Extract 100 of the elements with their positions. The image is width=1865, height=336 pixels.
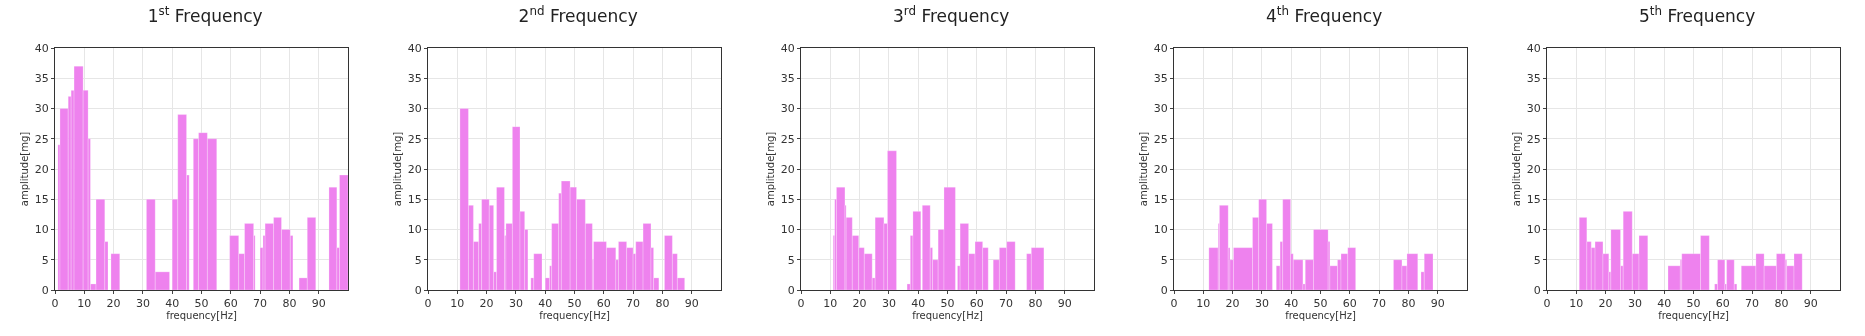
- y-tick-label: 35: [780, 72, 795, 86]
- x-tick-label: 90: [1430, 297, 1445, 311]
- y-tick-label: 15: [407, 193, 422, 207]
- x-tick-label: 30: [508, 297, 523, 311]
- x-axis-title: frequency[Hz]: [1285, 310, 1356, 322]
- x-axis-title: frequency[Hz]: [1658, 310, 1729, 322]
- y-tick-label: 10: [34, 223, 49, 237]
- x-tick-label: 0: [1170, 297, 1178, 311]
- x-tick-label: 0: [1543, 297, 1551, 311]
- x-tick-label: 70: [626, 297, 641, 311]
- chart-title: 5$^{th}$ Frequency: [1639, 3, 1756, 26]
- y-tick-label: 30: [780, 102, 795, 116]
- x-tick-label: 10: [77, 297, 92, 311]
- x-tick-label: 50: [1313, 297, 1328, 311]
- x-tick-label: 70: [1745, 297, 1760, 311]
- x-tick-label: 40: [165, 297, 180, 311]
- y-tick-label: 0: [41, 283, 49, 297]
- y-tick-label: 5: [414, 253, 422, 267]
- y-tick-label: 15: [1153, 193, 1168, 207]
- y-axis-title: amplitude[mg]: [764, 131, 776, 207]
- y-axis-title: amplitude[mg]: [391, 131, 403, 207]
- x-tick-label: 20: [106, 297, 121, 311]
- x-tick-label: 30: [1627, 297, 1642, 311]
- x-tick-label: 60: [596, 297, 611, 311]
- y-tick-label: 0: [1533, 283, 1541, 297]
- x-tick-label: 10: [1569, 297, 1584, 311]
- x-tick-label: 90: [1803, 297, 1818, 311]
- y-tick-label: 5: [41, 253, 49, 267]
- y-axis-title: amplitude[mg]: [18, 131, 30, 207]
- x-tick-label: 0: [797, 297, 805, 311]
- y-tick-label: 40: [780, 41, 795, 55]
- x-tick-label: 90: [1057, 297, 1072, 311]
- y-tick-label: 40: [407, 41, 422, 55]
- y-tick-label: 20: [780, 162, 795, 176]
- x-tick-label: 50: [194, 297, 209, 311]
- x-tick-label: 50: [1686, 297, 1701, 311]
- y-tick-label: 15: [1526, 193, 1541, 207]
- y-tick-label: 30: [1526, 102, 1541, 116]
- x-tick-label: 0: [424, 297, 432, 311]
- y-tick-label: 5: [787, 253, 795, 267]
- x-tick-label: 20: [852, 297, 867, 311]
- y-tick-label: 5: [1533, 253, 1541, 267]
- y-tick-label: 20: [34, 162, 49, 176]
- chart-title: 2$^{nd}$ Frequency: [518, 3, 638, 26]
- y-tick-label: 25: [1526, 132, 1541, 146]
- x-tick-label: 30: [135, 297, 150, 311]
- y-tick-label: 30: [34, 102, 49, 116]
- x-tick-label: 60: [1342, 297, 1357, 311]
- x-tick-label: 20: [1598, 297, 1613, 311]
- y-tick-label: 40: [1526, 41, 1541, 55]
- x-tick-label: 10: [450, 297, 465, 311]
- x-tick-label: 60: [223, 297, 238, 311]
- y-tick-label: 0: [787, 283, 795, 297]
- y-tick-label: 25: [1153, 132, 1168, 146]
- y-tick-label: 10: [1153, 223, 1168, 237]
- x-tick-label: 10: [1196, 297, 1211, 311]
- y-tick-label: 30: [1153, 102, 1168, 116]
- x-tick-label: 50: [940, 297, 955, 311]
- y-tick-label: 25: [407, 132, 422, 146]
- x-axis-title: frequency[Hz]: [912, 310, 983, 322]
- y-tick-label: 5: [1160, 253, 1168, 267]
- y-tick-label: 10: [1526, 223, 1541, 237]
- x-tick-label: 80: [1774, 297, 1789, 311]
- x-tick-label: 70: [999, 297, 1014, 311]
- y-tick-label: 10: [780, 223, 795, 237]
- x-axis-title: frequency[Hz]: [166, 310, 237, 322]
- x-tick-label: 50: [567, 297, 582, 311]
- x-tick-label: 70: [253, 297, 268, 311]
- x-tick-label: 40: [1657, 297, 1672, 311]
- y-tick-label: 25: [780, 132, 795, 146]
- x-axis-title: frequency[Hz]: [539, 310, 610, 322]
- y-tick-label: 25: [34, 132, 49, 146]
- y-tick-label: 35: [1153, 72, 1168, 86]
- x-tick-label: 70: [1372, 297, 1387, 311]
- y-axis-title: amplitude[mg]: [1137, 131, 1149, 207]
- x-tick-label: 60: [1715, 297, 1730, 311]
- x-tick-label: 40: [538, 297, 553, 311]
- x-tick-label: 90: [684, 297, 699, 311]
- x-tick-label: 90: [311, 297, 326, 311]
- y-tick-label: 0: [414, 283, 422, 297]
- chart-title: 3$^{rd}$ Frequency: [893, 3, 1010, 26]
- x-tick-label: 80: [1028, 297, 1043, 311]
- x-tick-label: 30: [1254, 297, 1269, 311]
- x-tick-label: 40: [1284, 297, 1299, 311]
- x-tick-label: 0: [51, 297, 59, 311]
- x-tick-label: 80: [1401, 297, 1416, 311]
- y-axis-title: amplitude[mg]: [1510, 131, 1522, 207]
- y-tick-label: 40: [1153, 41, 1168, 55]
- chart-title: 1$^{st}$ Frequency: [147, 3, 263, 26]
- y-tick-label: 20: [1153, 162, 1168, 176]
- y-tick-label: 40: [34, 41, 49, 55]
- y-tick-label: 0: [1160, 283, 1168, 297]
- x-tick-label: 80: [655, 297, 670, 311]
- y-tick-label: 10: [407, 223, 422, 237]
- x-tick-label: 10: [823, 297, 838, 311]
- y-tick-label: 30: [407, 102, 422, 116]
- y-tick-label: 35: [34, 72, 49, 86]
- x-tick-label: 20: [1225, 297, 1240, 311]
- x-tick-label: 20: [479, 297, 494, 311]
- y-tick-label: 15: [34, 193, 49, 207]
